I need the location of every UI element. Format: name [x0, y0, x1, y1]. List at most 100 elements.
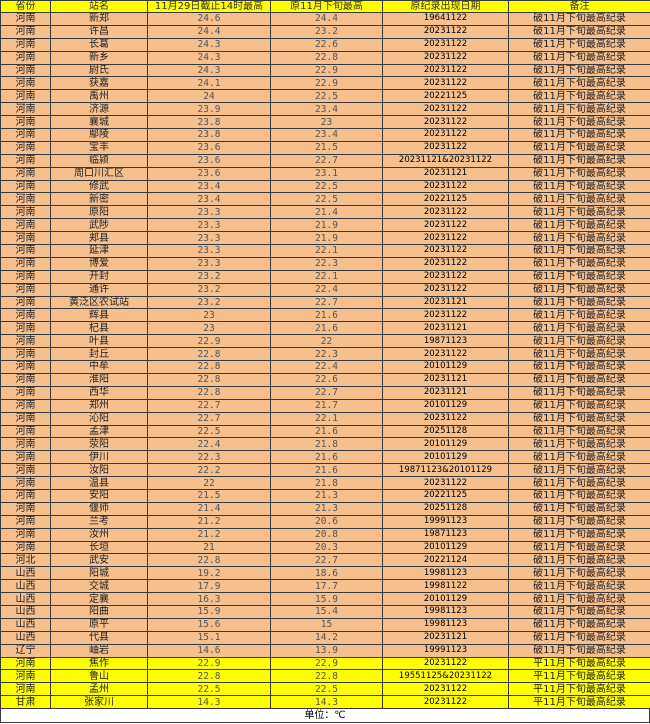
record-date-cell: 20231122 [382, 244, 509, 258]
station-cell: 禹州 [50, 89, 148, 104]
current-max-cell: 23.8 [147, 115, 271, 130]
station-cell: 济源 [50, 102, 148, 117]
previous-max-cell: 22.4 [270, 282, 383, 297]
table-row: 河南 禹州 24 22.5 20221125 破11月下旬最高纪录 [0, 89, 650, 104]
province-cell: 河南 [0, 205, 51, 220]
previous-max-cell: 22.9 [270, 76, 383, 91]
province-cell: 山西 [0, 617, 51, 632]
note-cell: 破11月下旬最高纪录 [508, 37, 650, 52]
table-row: 河南 中牟 22.8 22.4 20101129 破11月下旬最高纪录 [0, 360, 650, 374]
station-cell: 孟津 [50, 424, 148, 439]
record-date-cell: 20221125 [382, 488, 509, 503]
province-cell: 山西 [0, 566, 51, 581]
table-row: 河南 长葛 24.3 22.6 20231122 破11月下旬最高纪录 [0, 37, 650, 52]
province-cell: 山西 [0, 592, 51, 606]
province-cell: 河南 [0, 682, 51, 697]
station-cell: 温县 [50, 476, 148, 490]
previous-max-cell: 15 [270, 617, 383, 632]
note-cell: 破11月下旬最高纪录 [508, 360, 650, 374]
note-cell: 破11月下旬最高纪录 [508, 192, 650, 207]
previous-max-cell: 21.3 [270, 488, 383, 503]
table-row: 河南 宝丰 23.6 21.5 20231122 破11月下旬最高纪录 [0, 140, 650, 155]
province-cell: 河南 [0, 463, 51, 478]
previous-max-cell: 20.3 [270, 540, 383, 555]
table-row: 河南 沁阳 22.7 22.1 20231122 破11月下旬最高纪录 [0, 411, 650, 426]
station-cell: 杞县 [50, 321, 148, 336]
station-cell: 叶县 [50, 334, 148, 349]
station-cell: 荥阳 [50, 437, 148, 452]
previous-max-cell: 21.6 [270, 321, 383, 336]
note-cell: 破11月下旬最高纪录 [508, 24, 650, 39]
previous-max-cell: 22.5 [270, 179, 383, 194]
current-max-cell: 22.8 [147, 553, 271, 568]
station-cell: 武安 [50, 553, 148, 568]
current-max-cell: 22.2 [147, 463, 271, 478]
current-max-cell: 21.2 [147, 514, 271, 529]
table-row: 河南 新密 23.4 22.5 20221125 破11月下旬最高纪录 [0, 192, 650, 207]
current-max-cell: 23.3 [147, 218, 271, 233]
table-row: 河南 偃师 21.4 21.3 20251128 破11月下旬最高纪录 [0, 501, 650, 516]
table-row: 河南 襄城 23.8 23 20231122 破11月下旬最高纪录 [0, 115, 650, 130]
previous-max-cell: 23.1 [270, 166, 383, 181]
current-max-cell: 15.9 [147, 604, 271, 619]
station-cell: 中牟 [50, 360, 148, 374]
record-date-cell: 20231122 [382, 411, 509, 426]
table-row: 河南 汝州 21.2 20.8 19871123 破11月下旬最高纪录 [0, 527, 650, 542]
province-cell: 河南 [0, 12, 51, 26]
current-max-cell: 23 [147, 321, 271, 336]
record-date-cell: 20231122 [382, 102, 509, 117]
station-cell: 许昌 [50, 24, 148, 39]
province-cell: 山西 [0, 579, 51, 594]
current-max-cell: 23.3 [147, 205, 271, 220]
previous-max-cell: 22.3 [270, 256, 383, 271]
table-row: 河南 长垣 21 20.3 20101129 破11月下旬最高纪录 [0, 540, 650, 555]
note-cell: 破11月下旬最高纪录 [508, 218, 650, 233]
current-max-cell: 22.7 [147, 411, 271, 426]
previous-max-cell: 14.3 [270, 695, 383, 710]
record-date-cell: 20101129 [382, 450, 509, 465]
province-cell: 河南 [0, 308, 51, 323]
table-row: 河南 新郑 24.6 24.4 19641122 破11月下旬最高纪录 [0, 12, 650, 26]
province-cell: 河南 [0, 231, 51, 246]
note-cell: 破11月下旬最高纪录 [508, 269, 650, 284]
station-cell: 淮阳 [50, 372, 148, 387]
current-max-cell: 24.1 [147, 76, 271, 91]
note-cell: 破11月下旬最高纪录 [508, 617, 650, 632]
previous-max-cell: 21.8 [270, 437, 383, 452]
province-cell: 河南 [0, 89, 51, 104]
note-cell: 破11月下旬最高纪录 [508, 295, 650, 310]
station-cell: 辉县 [50, 308, 148, 323]
table-row: 河南 武陟 23.3 21.9 20231122 破11月下旬最高纪录 [0, 218, 650, 233]
record-date-cell: 19871123 [382, 334, 509, 349]
note-cell: 破11月下旬最高纪录 [508, 231, 650, 246]
note-cell: 破11月下旬最高纪录 [508, 411, 650, 426]
record-date-cell: 20101129 [382, 398, 509, 413]
previous-max-cell: 21.6 [270, 308, 383, 323]
province-cell: 河南 [0, 37, 51, 52]
record-date-cell: 20101129 [382, 360, 509, 374]
note-cell: 破11月下旬最高纪录 [508, 437, 650, 452]
record-date-cell: 19641122 [382, 12, 509, 26]
table-row: 河南 黄泛区农试站 23.2 22.7 20231121 破11月下旬最高纪录 [0, 295, 650, 310]
previous-max-cell: 22.5 [270, 89, 383, 104]
table-row: 河南 博爱 23.3 22.3 20231122 破11月下旬最高纪录 [0, 256, 650, 271]
station-cell: 长垣 [50, 540, 148, 555]
note-cell: 破11月下旬最高纪录 [508, 424, 650, 439]
note-cell: 破11月下旬最高纪录 [508, 102, 650, 117]
current-max-cell: 24.3 [147, 50, 271, 65]
table-row: 河南 郑州 22.7 21.7 20101129 破11月下旬最高纪录 [0, 398, 650, 413]
previous-max-cell: 21.9 [270, 218, 383, 233]
previous-max-cell: 22.5 [270, 682, 383, 697]
current-max-cell: 22.3 [147, 450, 271, 465]
previous-max-cell: 22 [270, 334, 383, 349]
current-max-cell: 22.8 [147, 669, 271, 684]
note-cell: 破11月下旬最高纪录 [508, 527, 650, 542]
table-row: 山西 阳城 19.2 18.6 19981123 破11月下旬最高纪录 [0, 566, 650, 581]
previous-max-cell: 23 [270, 115, 383, 130]
record-date-cell: 20231122 [382, 37, 509, 52]
table-row: 河南 修武 23.4 22.5 20231122 破11月下旬最高纪录 [0, 179, 650, 194]
note-cell: 破11月下旬最高纪录 [508, 385, 650, 400]
station-cell: 张家川 [50, 695, 148, 710]
note-cell: 破11月下旬最高纪录 [508, 140, 650, 155]
station-cell: 封丘 [50, 347, 148, 362]
